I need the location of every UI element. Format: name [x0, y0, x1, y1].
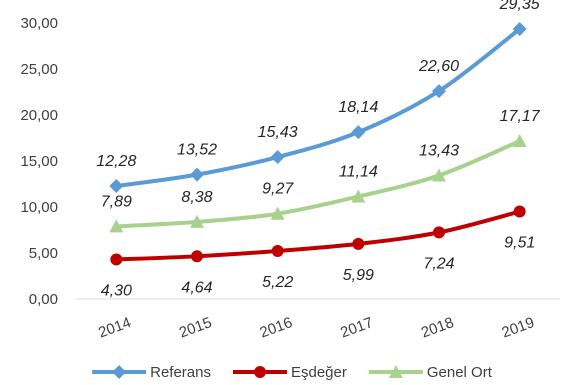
- data-label-genel-ort: 13,43: [419, 142, 459, 159]
- data-point-esdeger: [352, 237, 365, 250]
- y-axis: 0,00 5,00 10,00 15,00 20,00 25,00 30,00: [20, 15, 58, 308]
- data-point-referans: [270, 150, 285, 165]
- x-tick-label: 2014: [96, 314, 133, 341]
- data-point-genel-ort: [270, 206, 285, 220]
- x-tick-label: 2018: [419, 314, 456, 341]
- series-genel-ort: [109, 134, 527, 233]
- data-label-referans: 18,14: [338, 99, 378, 116]
- x-tick-label: 2015: [177, 314, 214, 341]
- data-label-esdeger: 5,22: [262, 274, 293, 291]
- data-point-genel-ort: [512, 134, 527, 148]
- data-label-referans: 12,28: [96, 153, 136, 170]
- y-tick-label: 25,00: [20, 61, 58, 78]
- data-label-genel-ort: 7,89: [101, 193, 132, 210]
- data-label-esdeger: 5,99: [343, 267, 374, 284]
- data-label-genel-ort: 11,14: [339, 164, 378, 181]
- y-tick-label: 5,00: [29, 245, 58, 262]
- data-label-esdeger: 9,51: [504, 235, 535, 252]
- y-tick-label: 15,00: [20, 153, 58, 170]
- data-label-referans: 15,43: [258, 124, 298, 141]
- y-tick-label: 10,00: [20, 199, 58, 216]
- legend-item-esdeger: Eşdeğer: [232, 364, 347, 381]
- data-point-esdeger: [433, 226, 445, 239]
- y-tick-label: 0,00: [29, 291, 58, 308]
- data-point-genel-ort: [351, 189, 366, 203]
- series-line-esdeger: [114, 209, 522, 262]
- legend-label-referans: Referans: [150, 364, 211, 381]
- data-point-esdeger: [513, 205, 526, 218]
- data-label-referans: 22,60: [418, 58, 459, 75]
- data-point-referans: [109, 179, 124, 194]
- data-point-referans: [190, 167, 204, 182]
- data-label-genel-ort: 17,17: [500, 108, 541, 125]
- y-tick-label: 20,00: [20, 107, 58, 124]
- data-label-referans: 29,35: [499, 0, 540, 13]
- legend-label-genel-ort: Genel Ort: [427, 364, 493, 381]
- data-point-referans: [351, 125, 366, 140]
- x-axis: 2014 2015 2016 2017 2018 2019: [76, 298, 560, 341]
- legend-marker-genel-ort: [388, 365, 403, 378]
- x-tick-label: 2019: [500, 314, 537, 341]
- series-line-referans: [114, 26, 522, 189]
- data-labels: 12,28 13,52 15,43 18,14 22,60 29,35 4,30 4,64 5,…: [96, 0, 540, 299]
- data-point-referans: [512, 21, 527, 36]
- data-label-genel-ort: 8,38: [181, 189, 212, 206]
- data-point-referans: [432, 84, 446, 99]
- legend-marker-referans: [112, 365, 127, 379]
- legend-label-esdeger: Eşdeğer: [291, 364, 347, 381]
- data-point-esdeger: [271, 244, 284, 257]
- legend-item-genel-ort: Genel Ort: [368, 364, 493, 381]
- legend-item-referans: Referans: [92, 364, 211, 381]
- y-tick-label: 30,00: [20, 15, 58, 32]
- data-point-genel-ort: [190, 214, 204, 228]
- series-layer: [109, 21, 527, 266]
- data-point-esdeger: [191, 250, 203, 263]
- legend-marker-esdeger: [253, 366, 266, 378]
- data-label-esdeger: 4,64: [181, 279, 212, 296]
- data-point-genel-ort: [109, 219, 124, 233]
- data-point-esdeger: [110, 253, 123, 266]
- series-esdeger: [110, 205, 526, 266]
- x-tick-label: 2017: [338, 314, 375, 341]
- x-tick-label: 2016: [258, 314, 295, 341]
- data-label-referans: 13,52: [177, 142, 217, 159]
- data-label-esdeger: 7,24: [423, 255, 454, 272]
- series-referans: [109, 21, 527, 194]
- data-label-genel-ort: 9,27: [262, 181, 294, 198]
- data-label-esdeger: 4,30: [101, 282, 132, 299]
- legend: Referans Eşdeğer Genel Ort: [92, 364, 493, 381]
- data-point-genel-ort: [432, 168, 446, 182]
